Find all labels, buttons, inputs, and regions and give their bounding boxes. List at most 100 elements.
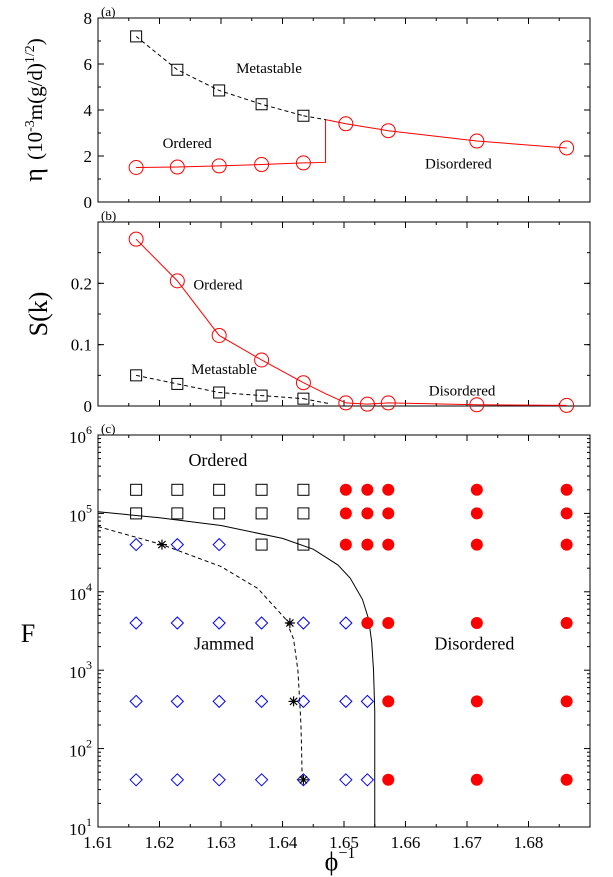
marker-disordered	[382, 773, 395, 786]
marker-ordered	[297, 483, 310, 496]
marker-disordered	[382, 695, 395, 708]
marker-disordered	[470, 483, 483, 496]
panel-a-markers	[128, 30, 575, 175]
x-tick-label: 1.62	[145, 833, 175, 852]
annotation-disordered: Disordered	[434, 633, 514, 653]
marker-jammed	[212, 694, 226, 709]
panel-b-lines	[135, 238, 567, 406]
marker-disordered	[560, 773, 573, 786]
panel-a-ylabel: η (10-3m(g/d)1/2)	[19, 38, 48, 182]
marker-transition	[156, 539, 167, 550]
marker-jammed	[129, 773, 143, 787]
annotation-disordered: Disordered	[425, 157, 492, 173]
boundary-line-solid	[97, 511, 376, 827]
marker-disordered	[470, 695, 483, 708]
panel-b-markers	[128, 231, 575, 413]
series-line-metastable	[136, 374, 304, 400]
marker-disordered	[382, 483, 395, 496]
marker-ordered	[130, 507, 143, 520]
marker-metastable	[213, 386, 226, 399]
marker-jammed	[212, 616, 226, 630]
marker-disordered	[560, 507, 573, 520]
metastable-tail-line	[303, 115, 326, 121]
x-tick-label: 1.63	[206, 833, 236, 852]
marker-disordered	[361, 616, 374, 629]
marker-transition	[298, 774, 309, 785]
panel-c-annotations: Ordered Jammed Disordered	[188, 450, 514, 653]
x-tick-label: 1.65	[329, 833, 359, 852]
y-tick-label: 101	[69, 815, 92, 839]
marker-jammed	[129, 616, 143, 630]
marker-ordered	[297, 538, 310, 551]
marker-disordered	[469, 397, 485, 413]
y-tick-label: 0	[84, 193, 93, 212]
marker-transition	[288, 696, 299, 707]
marker-metastable	[130, 30, 143, 43]
marker-disordered	[559, 397, 575, 413]
series-line-disordered	[345, 123, 567, 149]
annotation-ordered: Ordered	[188, 450, 247, 470]
series-line-disordered	[345, 402, 567, 406]
marker-disordered	[338, 395, 354, 411]
marker-jammed	[296, 773, 311, 787]
panel-c-lines	[97, 511, 376, 827]
x-tick-label: 1.67	[452, 833, 482, 852]
panel-a-annotations: Metastable Ordered Disordered	[163, 61, 493, 172]
marker-disordered	[470, 616, 483, 629]
x-tick-label: 1.68	[514, 833, 544, 852]
marker-disordered	[382, 616, 395, 629]
marker-ordered	[295, 375, 311, 391]
annotation-metastable: Metastable	[236, 61, 302, 77]
marker-ordered	[213, 507, 226, 520]
annotation-jammed: Jammed	[194, 633, 254, 653]
marker-jammed	[170, 773, 185, 787]
panel-a-lines	[135, 36, 567, 168]
marker-metastable	[255, 389, 268, 402]
y-tick-label: 0.2	[71, 274, 92, 293]
marker-metastable	[297, 392, 310, 405]
panel-c-ticks: 1.61 1.62 1.63 1.64 1.65 1.66 1.67 1.68 101 102 10…	[69, 423, 591, 852]
marker-ordered	[297, 507, 310, 520]
marker-jammed	[254, 773, 269, 787]
marker-disordered	[560, 695, 573, 708]
marker-ordered	[295, 155, 311, 171]
marker-metastable	[297, 109, 310, 122]
panel-a-ticks: 0 2 4 6 8	[84, 9, 591, 212]
marker-ordered	[130, 483, 143, 496]
x-tick-label: 1.64	[268, 833, 298, 852]
marker-ordered	[169, 159, 185, 175]
panel-c-ylabel: F	[21, 619, 35, 648]
marker-ordered	[171, 507, 184, 520]
marker-ordered	[255, 538, 268, 551]
marker-jammed	[339, 616, 353, 630]
marker-jammed	[360, 694, 375, 709]
eta-symbol: η	[19, 168, 48, 182]
marker-metastable	[171, 63, 184, 76]
panel-c: (c) F ϕ−1 1.61 1.62 1.63 1.64 1.65 1.66 1.67 1.…	[21, 421, 591, 876]
marker-transition	[284, 617, 295, 628]
transition-connector-line	[303, 119, 346, 164]
panel-b-label: (b)	[101, 208, 116, 223]
marker-jammed	[170, 694, 185, 709]
y-tick-label: 6	[84, 55, 93, 74]
panel-c-xlabel: ϕ−1	[325, 845, 356, 876]
marker-disordered	[382, 507, 395, 520]
marker-disordered	[470, 773, 483, 786]
boundary-line-dashed	[97, 526, 303, 780]
marker-disordered	[560, 538, 573, 551]
marker-jammed	[170, 616, 185, 630]
marker-ordered	[171, 483, 184, 496]
marker-metastable	[213, 84, 226, 97]
marker-ordered	[128, 160, 144, 175]
y-tick-label: 4	[84, 101, 93, 120]
marker-disordered	[470, 507, 483, 520]
y-tick-label: 104	[69, 580, 92, 604]
marker-ordered	[169, 273, 185, 289]
marker-disordered	[339, 538, 352, 551]
panel-a-label: (a)	[101, 4, 115, 19]
y-tick-label: 103	[69, 658, 92, 682]
annotation-ordered: Ordered	[193, 277, 243, 293]
marker-disordered	[560, 483, 573, 496]
marker-disordered	[469, 133, 485, 149]
marker-ordered	[128, 231, 144, 247]
